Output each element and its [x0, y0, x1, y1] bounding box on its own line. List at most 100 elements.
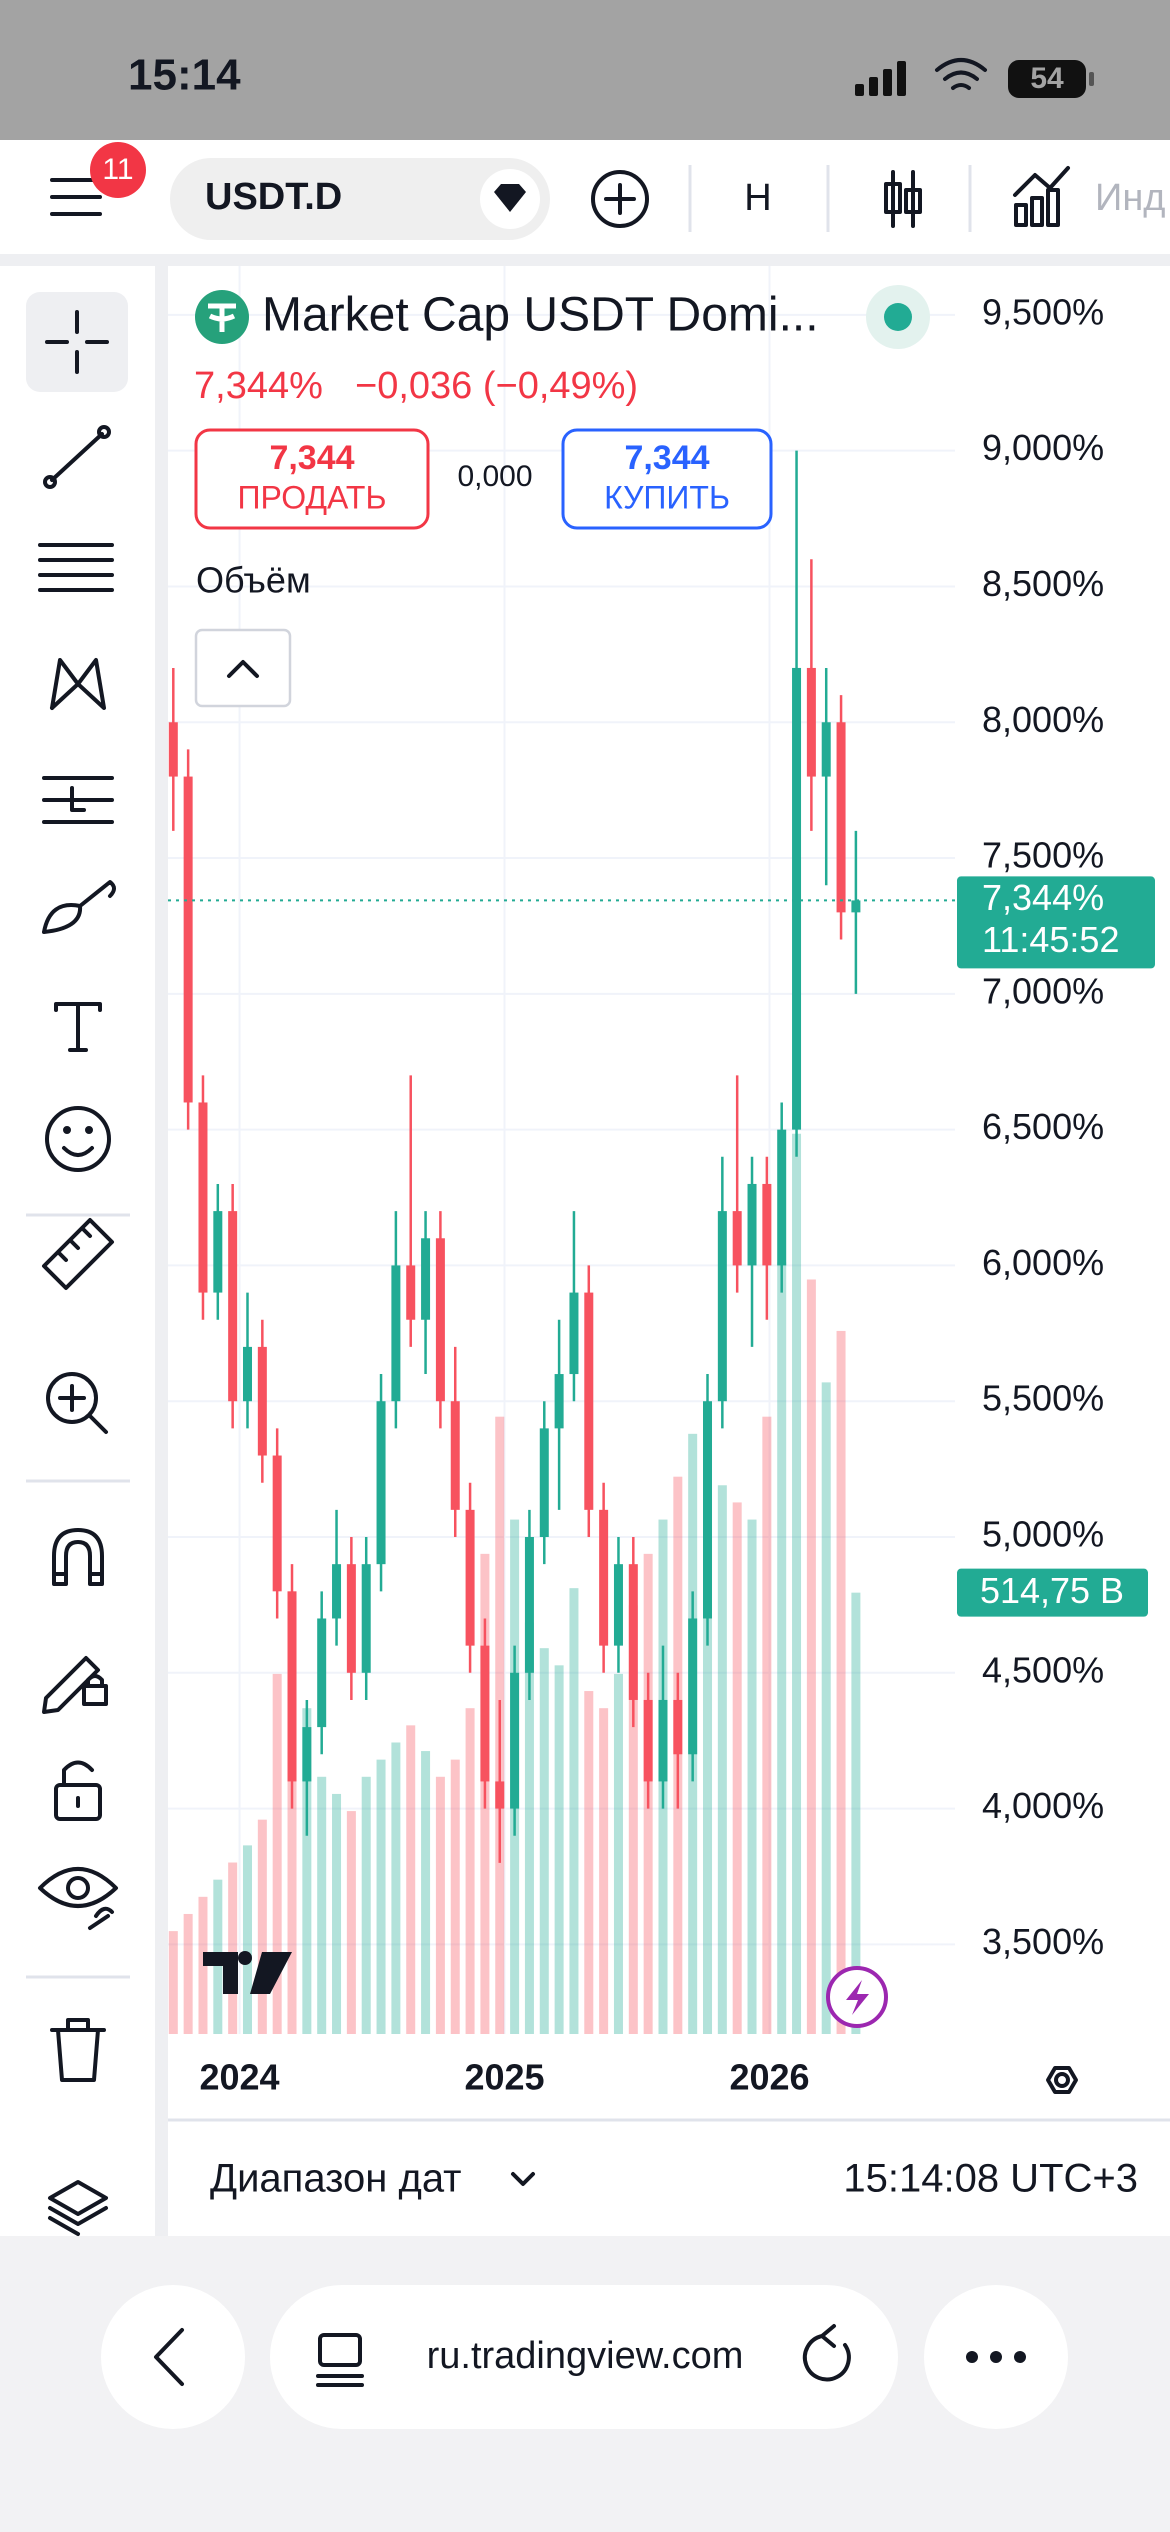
date-range-button[interactable]: Диапазон дат	[210, 2157, 462, 2201]
volume-bar	[821, 1382, 831, 2034]
candle-body	[747, 1183, 757, 1266]
price-pane[interactable]	[168, 450, 955, 1863]
sell-price[interactable]: 7,344	[269, 439, 354, 477]
candle-body	[851, 900, 861, 913]
volume-bar	[391, 1742, 401, 2034]
candle-body	[228, 1211, 238, 1402]
reload-button[interactable]	[802, 2324, 851, 2382]
brush-tool[interactable]	[42, 880, 116, 934]
volume-bar	[792, 1133, 802, 2034]
x-tick-label: 2024	[199, 2057, 279, 2098]
y-tick-label: 5,500%	[982, 1378, 1104, 1419]
y-tick-label: 6,500%	[982, 1106, 1104, 1147]
candle-body	[376, 1401, 386, 1565]
zoom-tool[interactable]	[46, 1372, 108, 1434]
delete-tool[interactable]	[50, 2018, 106, 2082]
settings-icon-center	[1054, 2072, 1070, 2088]
indicators-button[interactable]	[1013, 166, 1070, 227]
volume-bar	[539, 1648, 549, 2034]
add-symbol-button[interactable]	[591, 170, 649, 228]
buy-price[interactable]: 7,344	[624, 439, 709, 477]
battery-tip	[1089, 72, 1094, 86]
interval-button[interactable]: H	[744, 177, 771, 219]
candle-body	[257, 1346, 267, 1456]
chart-type-button[interactable]	[884, 170, 922, 228]
y-tick-label: 7,500%	[982, 835, 1104, 876]
candle-body	[599, 1509, 609, 1646]
signal-icon	[855, 61, 906, 96]
unlock-tool[interactable]	[54, 1760, 102, 1821]
chart-panel	[168, 266, 1170, 2236]
emoji-tool[interactable]	[45, 1106, 111, 1172]
volume-bar	[613, 1673, 623, 2034]
candle-body	[762, 1183, 772, 1266]
prediction-tool[interactable]	[42, 776, 114, 824]
url[interactable]: ru.tradingview.com	[427, 2335, 744, 2377]
sell-button[interactable]	[194, 428, 430, 530]
sell-label[interactable]: ПРОДАТЬ	[238, 479, 387, 515]
candle-body	[346, 1564, 356, 1673]
volume-bar	[465, 1708, 475, 2034]
crosshair-tool[interactable]	[45, 310, 109, 374]
candle-body	[495, 1781, 505, 1809]
volume-bar	[228, 1862, 238, 2034]
volume-bar	[524, 1622, 534, 2034]
notification-badge	[90, 142, 146, 198]
buy-label[interactable]: КУПИТЬ	[604, 479, 730, 515]
volume-bar	[317, 1776, 327, 2034]
visibility-tool[interactable]	[38, 1867, 118, 1930]
candle-body	[421, 1238, 431, 1320]
indicators-label[interactable]: Инд	[1095, 177, 1165, 219]
volume-bar	[287, 1639, 297, 2034]
candle-body	[317, 1618, 327, 1728]
candle-body	[584, 1292, 594, 1510]
volume-bar	[717, 1485, 727, 2034]
back-icon	[154, 2328, 184, 2386]
fib-tool[interactable]	[38, 543, 114, 592]
candle-body	[717, 1211, 727, 1402]
address-bar[interactable]	[270, 2285, 898, 2429]
y-tick-label: 4,500%	[982, 1649, 1104, 1690]
volume-bar	[302, 1708, 312, 2034]
volume-bar	[703, 1450, 713, 2034]
last-price-tag	[957, 876, 1155, 969]
toolbar-divider	[155, 266, 168, 2236]
trendline-tool[interactable]	[43, 425, 111, 489]
volume-bar	[762, 1416, 772, 2034]
chart-settings-button[interactable]	[1046, 2066, 1078, 2094]
candle-body	[361, 1564, 371, 1673]
legend-change: −0,036 (−0,49%)	[355, 365, 638, 407]
back-button[interactable]	[101, 2285, 245, 2429]
pattern-tool[interactable]	[50, 658, 106, 710]
candle-body	[213, 1211, 223, 1293]
volume-bar	[732, 1502, 742, 2034]
ruler-tool[interactable]	[42, 1218, 114, 1290]
candle-body	[272, 1455, 282, 1592]
collapse-legend-button[interactable]	[194, 628, 292, 708]
magnet-tool[interactable]	[52, 1528, 104, 1586]
crosshair-tool-bg[interactable]	[26, 292, 128, 392]
y-tick-label: 4,000%	[982, 1785, 1104, 1826]
buy-button[interactable]	[561, 428, 773, 530]
candle-body	[821, 722, 831, 777]
toolbar-divider	[0, 254, 1170, 266]
badge-count: 11	[102, 153, 133, 186]
volume-bar	[272, 1673, 282, 2034]
text-tool[interactable]	[54, 1002, 102, 1052]
candle-body	[806, 667, 816, 777]
candle-body	[732, 1211, 742, 1266]
more-icon	[966, 2351, 1026, 2363]
object-tree-tool[interactable]	[48, 2180, 108, 2236]
status-time: 15:14	[128, 51, 241, 100]
candle-body	[703, 1401, 713, 1619]
date-range-chevron[interactable]	[511, 2172, 535, 2186]
candle-body	[539, 1428, 549, 1538]
symbol-name[interactable]: USDT.D	[205, 176, 342, 218]
chevron-up	[227, 660, 259, 678]
symbol-search[interactable]	[170, 158, 550, 240]
page-icon	[316, 2333, 364, 2387]
candle-body	[183, 776, 193, 1103]
lock-drawings-tool[interactable]	[42, 1656, 108, 1714]
candle-body	[406, 1265, 416, 1320]
